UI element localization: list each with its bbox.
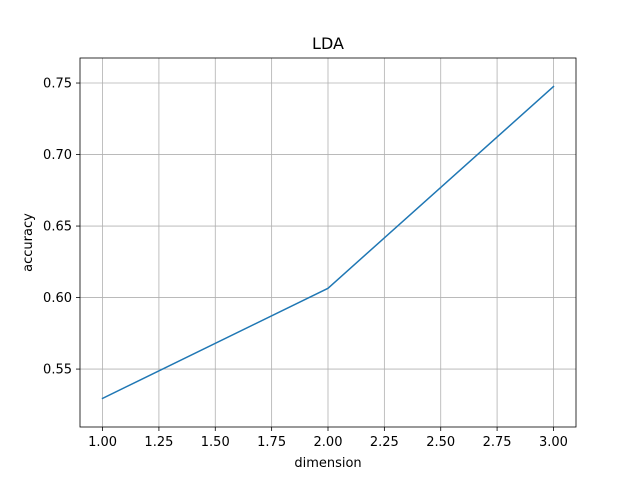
x-tick-label: 2.25: [370, 435, 399, 450]
x-tick-label: 1.75: [257, 435, 286, 450]
x-tick-label: 2.75: [483, 435, 512, 450]
x-tick-label: 2.00: [314, 435, 343, 450]
y-tick-label: 0.65: [43, 220, 72, 235]
y-axis-ticks: 0.55 0.60 0.65 0.70 0.75: [43, 77, 80, 378]
x-tick-label: 1.50: [201, 435, 230, 450]
x-axis-label: dimension: [294, 456, 361, 471]
x-tick-label: 1.25: [144, 435, 173, 450]
chart-title: LDA: [312, 34, 344, 53]
y-axis-label: accuracy: [21, 213, 36, 272]
x-tick-label: 2.50: [426, 435, 455, 450]
series-line: [101, 85, 555, 400]
series-layer: [101, 85, 555, 400]
y-tick-label: 0.75: [43, 77, 72, 92]
x-axis-ticks: 1.00 1.25 1.50 1.75 2.00 2.25 2.50 2.75 3.00: [88, 427, 568, 450]
y-tick-label: 0.55: [43, 363, 72, 378]
x-tick-label: 3.00: [539, 435, 568, 450]
y-tick-label: 0.60: [43, 291, 72, 306]
grid: [80, 58, 576, 427]
y-tick-label: 0.70: [43, 148, 72, 163]
x-tick-label: 1.00: [88, 435, 117, 450]
